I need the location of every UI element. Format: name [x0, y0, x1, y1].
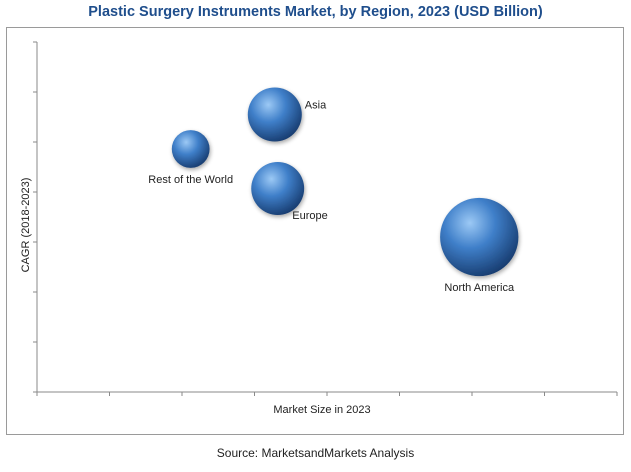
bubble-rest-of-the-world: [171, 130, 210, 168]
chart-title: Plastic Surgery Instruments Market, by R…: [88, 4, 543, 20]
bubble-label-asia: Asia: [305, 100, 327, 112]
bubble-label-rest-of-the-world: Rest of the World: [148, 174, 233, 186]
x-axis-title: Market Size in 2023: [273, 404, 370, 416]
y-axis-title: CAGR (2018-2023): [20, 178, 32, 273]
bubble-north-america: [440, 197, 519, 277]
source-note: Source: MarketsandMarkets Analysis: [216, 446, 415, 460]
bubble-label-europe: Europe: [292, 210, 327, 222]
bubble-europe: [251, 162, 305, 215]
bubble-asia: [247, 87, 302, 142]
chart-frame: [6, 27, 624, 435]
bubble-label-north-america: North America: [444, 282, 515, 294]
